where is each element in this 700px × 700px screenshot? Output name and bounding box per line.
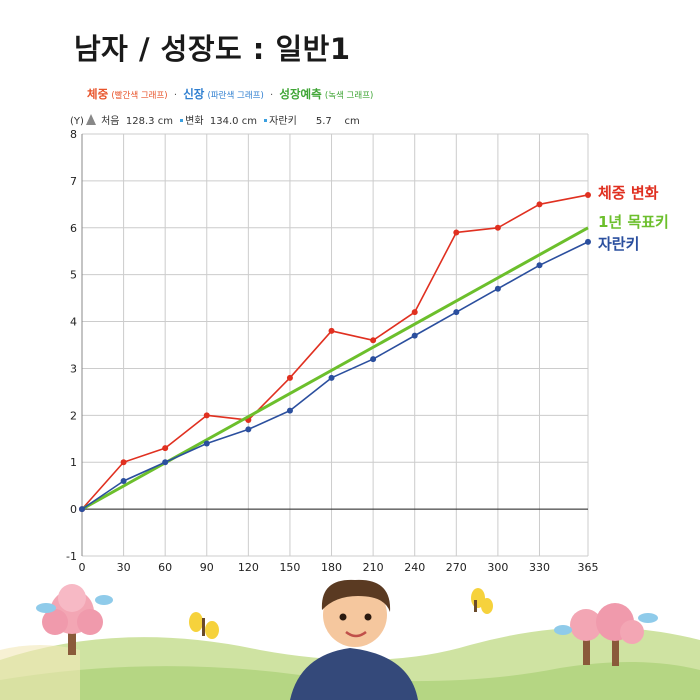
data-point-height <box>370 356 377 363</box>
butterfly-icon <box>189 612 219 639</box>
x-tick-label: 90 <box>200 561 214 574</box>
page-title: 남자 / 성장도 : 일반1 <box>74 32 351 66</box>
y-tick-label: 6 <box>70 222 77 235</box>
data-point-weight <box>536 201 543 208</box>
chart-series <box>79 191 591 513</box>
data-point-height <box>494 285 501 292</box>
change-value: 134.0 <box>209 116 239 127</box>
data-point-weight <box>370 337 377 344</box>
x-tick-label: 60 <box>158 561 172 574</box>
up-arrow-icon <box>85 114 96 125</box>
butterfly-icon <box>471 588 493 614</box>
legend-height-note: (파란색 그래프) <box>207 91 264 101</box>
data-point-height <box>203 440 210 447</box>
data-point-weight <box>494 224 501 231</box>
grown-value: 5.7 <box>315 116 332 127</box>
x-tick-label: 270 <box>446 561 467 574</box>
legend-predict-note: (녹색 그래프) <box>324 91 374 101</box>
y-axis-marker: (Y) <box>70 116 84 127</box>
data-point-weight <box>328 327 335 334</box>
data-point-height <box>328 374 335 381</box>
data-point-height <box>286 407 293 414</box>
bullet-icon <box>180 118 184 122</box>
data-point-weight <box>453 229 460 236</box>
legend-separator: · <box>270 90 274 101</box>
bullet-icon <box>264 118 268 122</box>
start-label: 처음 <box>101 116 120 127</box>
data-point-weight <box>585 191 591 198</box>
data-point-weight <box>120 459 127 466</box>
change-unit: cm <box>241 116 257 127</box>
data-point-weight <box>411 309 418 316</box>
data-point-weight <box>286 374 293 381</box>
data-point-weight <box>203 412 210 419</box>
chart-legend: 체중 (빨간색 그래프) · 신장 (파란색 그래프) · 성장예측 (녹색 그… <box>87 86 373 102</box>
x-tick-label: 120 <box>238 561 259 574</box>
child-avatar-icon <box>290 579 418 700</box>
chart-axes <box>81 134 588 556</box>
grown-unit: cm <box>344 116 360 127</box>
y-tick-label: 8 <box>70 128 77 141</box>
series-label-weight: 체중 변화 <box>598 184 659 202</box>
grown-label: 자란키 <box>269 116 297 127</box>
x-tick-label: 365 <box>578 561 599 574</box>
measurement-info: (Y) 처음 128.3 cm 변화 134.0 cm 자란키 5.7 cm <box>70 112 360 127</box>
series-line-height <box>81 241 589 510</box>
x-tick-label: 210 <box>363 561 384 574</box>
data-point-height <box>585 238 591 245</box>
y-tick-label: -1 <box>66 550 77 563</box>
data-point-height <box>411 332 418 339</box>
y-tick-label: 7 <box>70 175 77 188</box>
y-tick-label: 3 <box>70 362 77 375</box>
data-point-height <box>536 262 543 269</box>
series-label-height: 자란키 <box>598 235 640 253</box>
y-tick-label: 5 <box>70 269 77 282</box>
x-tick-label: 180 <box>321 561 342 574</box>
x-tick-label: 300 <box>487 561 508 574</box>
start-unit: cm <box>157 116 173 127</box>
series-label-target: 1년 목표키 <box>598 213 669 231</box>
x-tick-label: 30 <box>117 561 131 574</box>
data-point-height <box>245 426 252 433</box>
data-point-height <box>453 309 460 316</box>
x-tick-label: 150 <box>279 561 300 574</box>
x-tick-label: 330 <box>529 561 550 574</box>
tree-right-icon <box>554 603 658 666</box>
data-point-height <box>79 506 85 513</box>
tree-left-icon <box>36 584 113 655</box>
chart-grid <box>81 133 589 557</box>
y-tick-label: 0 <box>70 503 77 516</box>
y-tick-label: 1 <box>70 456 77 469</box>
y-tick-label: 4 <box>70 316 77 329</box>
legend-predict-label: 성장예측 <box>279 87 322 101</box>
y-tick-label: 2 <box>70 409 77 422</box>
legend-weight-label: 체중 <box>87 87 109 101</box>
start-value: 128.3 <box>125 116 155 127</box>
data-point-height <box>162 459 169 466</box>
x-tick-label: 0 <box>79 561 86 574</box>
data-point-weight <box>162 445 169 452</box>
legend-height-label: 신장 <box>183 87 205 101</box>
change-label: 변화 <box>185 116 204 127</box>
legend-separator: · <box>173 90 177 101</box>
x-tick-label: 240 <box>404 561 425 574</box>
data-point-height <box>120 477 127 484</box>
legend-weight-note: (빨간색 그래프) <box>111 91 168 101</box>
